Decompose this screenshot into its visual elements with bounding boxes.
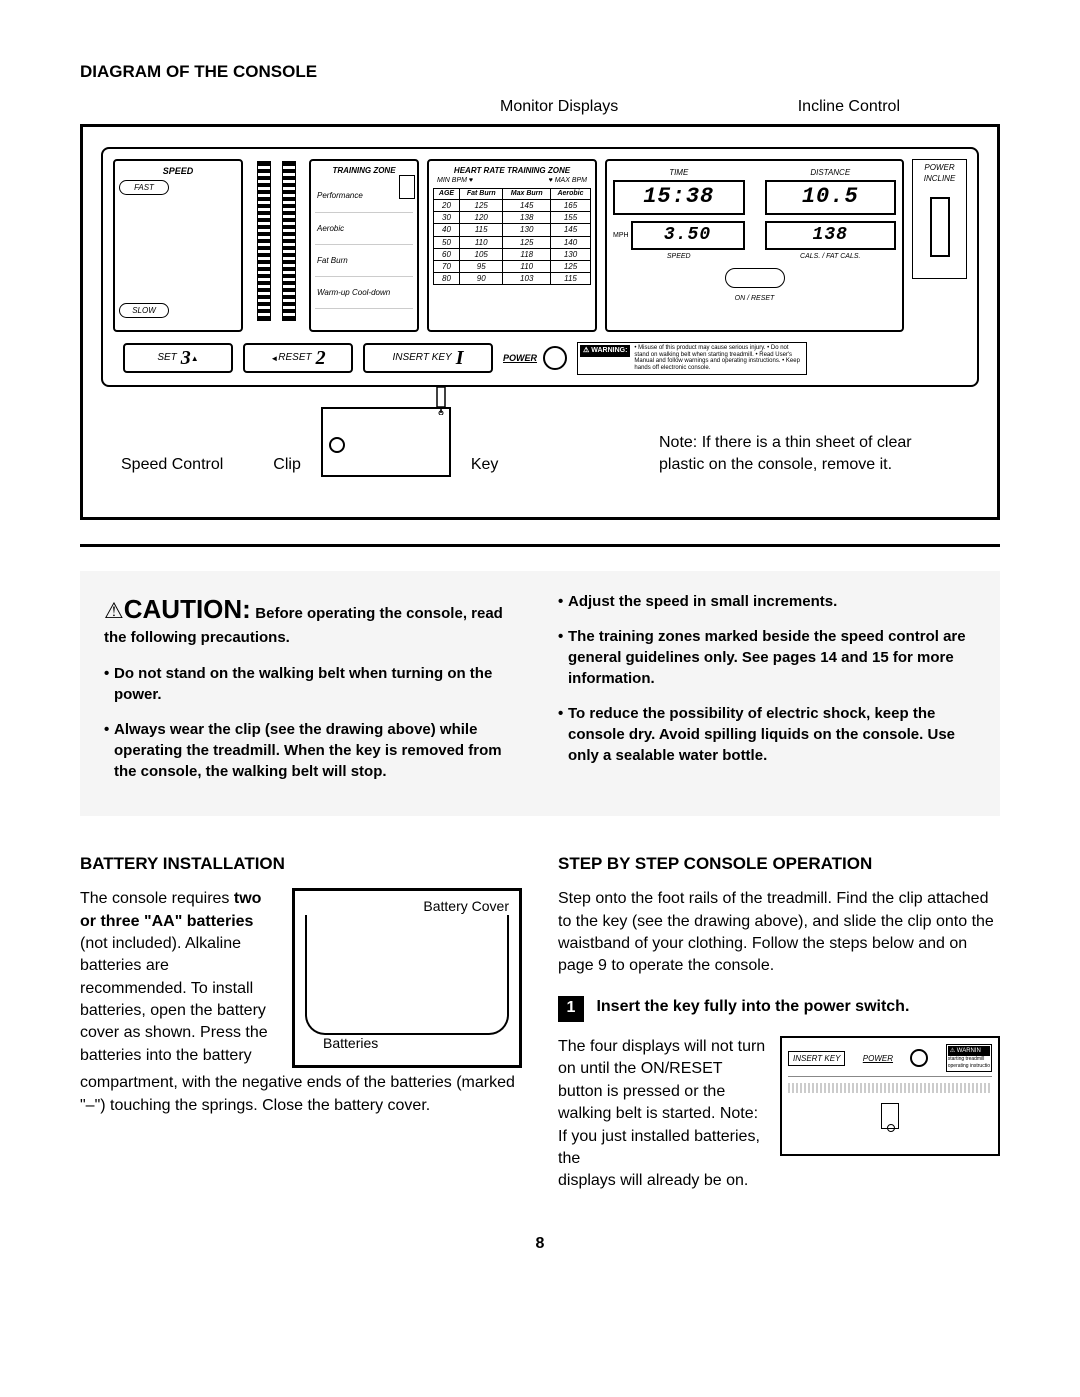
warning-badge: ⚠ WARNING:: [580, 345, 630, 357]
batteries-label: Batteries: [323, 1034, 378, 1054]
battery-text-2: compartment, with the negative ends of t…: [80, 1072, 522, 1117]
step-intro: Step onto the foot rails of the treadmil…: [558, 888, 1000, 978]
onreset-button[interactable]: [725, 268, 785, 288]
slow-button[interactable]: SLOW: [119, 303, 169, 318]
callout-incline: Incline Control: [798, 96, 900, 118]
zone-warmup: Warm-up Cool-down: [315, 277, 413, 309]
caution-box: ⚠CAUTION: Before operating the console, …: [80, 571, 1000, 817]
battery-cover-label: Battery Cover: [423, 897, 509, 917]
speed-label: SPEED: [613, 252, 745, 262]
step-body-text-2: displays will already be on.: [558, 1170, 1000, 1192]
step-heading: Insert the key fully into the power swit…: [596, 996, 998, 1018]
power-incline-panel: POWER INCLINE: [912, 159, 967, 279]
distance-label: DISTANCE: [765, 167, 897, 178]
speed-display: 3.50: [631, 221, 745, 250]
fig-warning: ⚠ WARNIN: [948, 1046, 990, 1056]
step-title: STEP BY STEP CONSOLE OPERATION: [558, 852, 1000, 876]
power-incline-label: POWER INCLINE: [924, 163, 956, 183]
fast-button[interactable]: FAST: [119, 180, 169, 195]
time-label: TIME: [613, 167, 745, 178]
distance-display: 10.5: [765, 180, 897, 215]
warning-text: • Misuse of this product may cause serio…: [634, 345, 804, 371]
key-drawing: [321, 407, 451, 477]
battery-figure: Battery Cover Batteries: [292, 888, 522, 1068]
cals-label: CALS. / FAT CALS.: [765, 252, 897, 262]
console-note: Note: If there is a thin sheet of clear …: [659, 432, 959, 477]
set-knob[interactable]: SET3▲: [123, 343, 233, 373]
display-panel: TIME 15:38 DISTANCE 10.5 MPH 3.50: [605, 159, 904, 332]
caution-list-right: Adjust the speed in small increments. Th…: [558, 591, 976, 766]
callout-speed-control: Speed Control: [121, 454, 223, 476]
zone-aerobic: Aerobic: [315, 213, 413, 245]
power-button[interactable]: [543, 346, 567, 370]
power-label: POWER: [503, 352, 537, 365]
onreset-label: ON / RESET: [613, 294, 896, 304]
cals-display: 138: [765, 221, 897, 250]
fig-key: [881, 1103, 899, 1129]
fig-insert-key: INSERT KEY: [788, 1051, 845, 1066]
step-body-text: The four displays will not turn on until…: [558, 1036, 766, 1170]
reset-knob[interactable]: ◄RESET2: [243, 343, 353, 373]
hr-table: AGEFat BurnMax BurnAerobic 2012514516530…: [433, 188, 591, 285]
fig-power: POWER: [863, 1053, 893, 1064]
hr-header: HEART RATE TRAINING ZONE: [433, 165, 591, 176]
caution-title: CAUTION:: [124, 594, 251, 624]
battery-text: The console requires two or three "AA" b…: [80, 888, 280, 1067]
caution-list-left: Do not stand on the walking belt when tu…: [104, 663, 522, 782]
console-diagram: Monitor Displays Incline Control SPEED F…: [80, 96, 1000, 520]
warning-box: ⚠ WARNING: • Misuse of this product may …: [577, 342, 807, 374]
speed-panel: SPEED FAST SLOW: [113, 159, 243, 332]
battery-title: BATTERY INSTALLATION: [80, 852, 522, 876]
hr-min: MIN BPM ♥: [437, 176, 473, 186]
zone-fatburn: Fat Burn: [315, 245, 413, 277]
insert-key-slot[interactable]: INSERT KEYI: [363, 343, 493, 373]
incline-switch[interactable]: [930, 197, 950, 257]
callout-clip: Clip: [273, 454, 301, 476]
heart-rate-panel: HEART RATE TRAINING ZONE MIN BPM ♥ ♥ MAX…: [427, 159, 597, 332]
divider: [80, 544, 1000, 547]
warning-icon: ⚠: [104, 598, 124, 623]
time-display: 15:38: [613, 180, 745, 215]
step-number: 1: [558, 996, 584, 1022]
speed-header: SPEED: [119, 165, 237, 178]
step-figure: INSERT KEY POWER ⚠ WARNIN starting tread…: [780, 1036, 1000, 1156]
speed-slider[interactable]: [251, 159, 301, 332]
diagram-title: DIAGRAM OF THE CONSOLE: [80, 60, 1000, 84]
hr-max: ♥ MAX BPM: [549, 176, 587, 186]
callout-key: Key: [471, 454, 499, 476]
fig-power-circle: [910, 1049, 928, 1067]
page-number: 8: [80, 1233, 1000, 1255]
mph-label: MPH: [613, 231, 629, 241]
callout-monitor: Monitor Displays: [500, 96, 618, 118]
